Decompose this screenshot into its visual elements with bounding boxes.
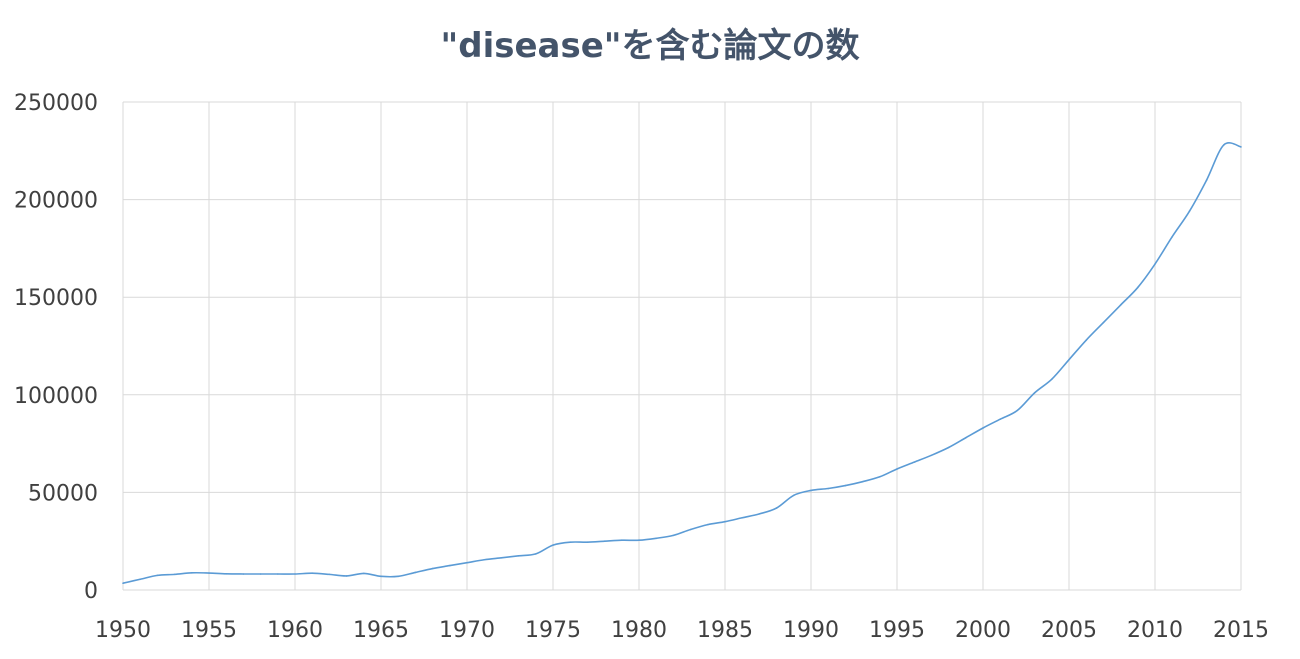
data-point bbox=[982, 427, 984, 429]
x-axis-ticks: 1950 1955 1960 1965 1970 1975 1980 1985 1990 1995… bbox=[95, 618, 1269, 643]
data-point bbox=[535, 553, 537, 555]
data-point bbox=[810, 489, 812, 492]
data-point bbox=[311, 572, 314, 575]
data-point bbox=[380, 575, 382, 578]
data-point bbox=[345, 575, 348, 577]
data-point bbox=[414, 571, 417, 574]
data-point bbox=[1154, 263, 1156, 265]
data-point bbox=[397, 575, 400, 578]
data-point bbox=[363, 572, 365, 575]
data-point bbox=[225, 572, 227, 575]
y-tick-label: 250000 bbox=[14, 91, 98, 116]
y-tick-label: 150000 bbox=[14, 286, 98, 311]
data-point bbox=[1051, 378, 1053, 380]
x-tick-label: 1980 bbox=[611, 618, 667, 643]
data-point bbox=[586, 541, 589, 543]
data-point bbox=[483, 558, 486, 561]
x-tick-label: 1955 bbox=[181, 618, 237, 643]
data-point bbox=[913, 461, 915, 463]
data-point bbox=[1068, 358, 1070, 361]
data-point bbox=[621, 539, 623, 542]
x-tick-label: 1960 bbox=[267, 618, 323, 643]
x-tick-label: 2005 bbox=[1041, 618, 1097, 643]
data-point bbox=[930, 454, 933, 457]
x-tick-label: 1990 bbox=[783, 618, 839, 643]
data-point bbox=[328, 573, 331, 576]
y-axis-ticks: 250000 200000 150000 100000 50000 0 bbox=[14, 91, 98, 604]
x-tick-label: 1985 bbox=[697, 618, 753, 643]
data-point bbox=[466, 561, 468, 564]
data-point bbox=[1171, 235, 1173, 238]
data-point bbox=[1205, 179, 1208, 181]
data-point bbox=[1119, 304, 1122, 306]
data-point bbox=[1085, 339, 1087, 341]
y-tick-label: 0 bbox=[84, 579, 98, 604]
x-tick-label: 1970 bbox=[439, 618, 495, 643]
data-point bbox=[294, 573, 296, 575]
y-tick-label: 200000 bbox=[14, 189, 98, 214]
data-point bbox=[758, 513, 761, 515]
data-point bbox=[552, 544, 554, 546]
data-point bbox=[1016, 409, 1019, 412]
data-point bbox=[1240, 146, 1242, 148]
data-point bbox=[1137, 286, 1139, 289]
data-point bbox=[947, 446, 950, 449]
data-point bbox=[896, 468, 898, 470]
series-group bbox=[122, 142, 1242, 584]
data-point bbox=[431, 567, 434, 570]
x-tick-label: 2000 bbox=[955, 618, 1011, 643]
data-point bbox=[844, 484, 847, 487]
data-point bbox=[689, 528, 692, 531]
data-point bbox=[191, 572, 193, 574]
x-tick-label: 2015 bbox=[1213, 618, 1269, 643]
x-tick-label: 1995 bbox=[869, 618, 925, 643]
data-point bbox=[242, 573, 245, 575]
data-point bbox=[208, 572, 210, 574]
data-point bbox=[1188, 210, 1191, 213]
data-point bbox=[741, 516, 743, 519]
data-point bbox=[173, 573, 176, 576]
data-point bbox=[999, 418, 1001, 421]
data-point bbox=[775, 507, 778, 509]
data-point bbox=[277, 573, 279, 575]
data-point bbox=[449, 564, 451, 567]
data-point bbox=[827, 487, 829, 490]
data-point bbox=[879, 475, 881, 478]
data-point bbox=[156, 574, 159, 577]
data-point bbox=[655, 537, 657, 540]
data-point bbox=[638, 539, 640, 542]
data-point bbox=[500, 556, 503, 559]
data-point bbox=[707, 523, 709, 526]
data-point bbox=[122, 582, 124, 584]
y-tick-label: 50000 bbox=[28, 481, 98, 506]
data-point bbox=[139, 578, 141, 581]
series-line bbox=[122, 142, 1242, 584]
data-point bbox=[569, 541, 571, 543]
data-point bbox=[1033, 392, 1036, 394]
data-point bbox=[259, 573, 262, 575]
data-point bbox=[672, 534, 675, 537]
y-tick-label: 100000 bbox=[14, 384, 98, 409]
grid bbox=[122, 101, 1242, 591]
data-point bbox=[517, 555, 520, 557]
x-tick-label: 2010 bbox=[1127, 618, 1183, 643]
chart-title: "disease"を含む論文の数 bbox=[440, 26, 860, 66]
x-tick-label: 1965 bbox=[353, 618, 409, 643]
data-point bbox=[1102, 321, 1105, 324]
data-point bbox=[965, 436, 967, 439]
data-point bbox=[793, 494, 795, 497]
x-tick-label: 1975 bbox=[525, 618, 581, 643]
data-point bbox=[603, 540, 606, 542]
data-point bbox=[1223, 144, 1225, 146]
data-point bbox=[861, 480, 864, 483]
data-point bbox=[724, 520, 726, 523]
x-tick-label: 1950 bbox=[95, 618, 151, 643]
